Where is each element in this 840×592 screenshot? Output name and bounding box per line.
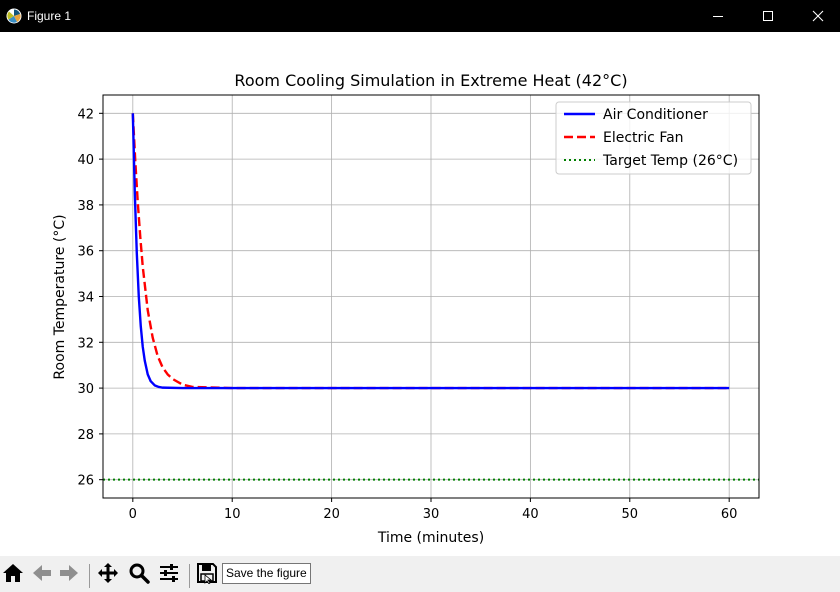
legend: Air Conditioner Electric Fan Target Temp… — [555, 101, 752, 175]
y-tick-label: 32 — [77, 336, 94, 351]
x-axis-label: Time (minutes) — [377, 530, 484, 546]
x-tick-label: 60 — [721, 507, 738, 522]
series-line-air-conditioner — [131, 113, 730, 390]
pan-button[interactable] — [97, 562, 119, 588]
zoom-button[interactable] — [128, 562, 150, 588]
matplotlib-logo-icon — [6, 8, 22, 24]
zoom-icon — [128, 562, 150, 588]
save-button[interactable] — [196, 562, 218, 588]
y-tick-label: 40 — [77, 153, 94, 168]
y-axis-ticks: 26 28 30 32 34 36 38 40 42 — [77, 107, 103, 489]
y-tick-label: 38 — [77, 199, 94, 214]
x-tick-label: 50 — [622, 507, 639, 522]
home-button[interactable] — [2, 564, 24, 586]
minimize-button[interactable] — [695, 0, 741, 32]
x-tick-label: 10 — [224, 507, 241, 522]
minimize-icon — [712, 7, 724, 26]
toolbar-separator — [89, 564, 90, 588]
y-tick-label: 42 — [77, 107, 94, 122]
forward-arrow-icon — [58, 562, 80, 588]
close-button[interactable] — [795, 0, 840, 32]
x-axis-ticks: 0 10 20 30 40 50 60 — [129, 498, 738, 522]
window-titlebar: Figure 1 — [0, 0, 840, 32]
x-tick-label: 30 — [423, 507, 440, 522]
y-tick-label: 28 — [77, 428, 94, 443]
figure-canvas[interactable]: Room Cooling Simulation in Extreme Heat … — [0, 32, 840, 556]
chart-title: Room Cooling Simulation in Extreme Heat … — [234, 71, 627, 90]
configure-subplots-icon — [158, 562, 180, 588]
back-arrow-icon — [31, 562, 53, 588]
x-tick-label: 20 — [323, 507, 340, 522]
legend-label-air-conditioner: Air Conditioner — [603, 107, 708, 123]
series-layer — [103, 113, 759, 481]
toolbar-separator — [189, 564, 190, 588]
legend-label-electric-fan: Electric Fan — [603, 130, 684, 146]
y-tick-label: 30 — [77, 382, 94, 397]
line-chart: Room Cooling Simulation in Extreme Heat … — [52, 71, 760, 546]
legend-box — [555, 101, 752, 175]
x-tick-label: 0 — [129, 507, 137, 522]
maximize-icon — [762, 7, 774, 26]
pan-icon — [97, 562, 119, 588]
x-tick-label: 40 — [522, 507, 539, 522]
back-button[interactable] — [31, 564, 53, 586]
y-axis-label: Room Temperature (°C) — [52, 214, 68, 379]
save-icon — [196, 562, 218, 588]
maximize-button[interactable] — [745, 0, 791, 32]
series-line-electric-fan — [131, 113, 730, 390]
home-icon — [2, 562, 24, 588]
y-tick-label: 34 — [77, 291, 94, 306]
configure-subplots-button[interactable] — [158, 564, 180, 586]
close-icon — [812, 7, 824, 26]
window-title: Figure 1 — [27, 9, 72, 23]
y-tick-label: 26 — [77, 474, 94, 489]
save-tooltip: Save the figure — [222, 563, 311, 584]
navigation-toolbar — [0, 556, 840, 592]
legend-label-target-temp: Target Temp (26°C) — [602, 153, 738, 169]
y-tick-label: 36 — [77, 245, 94, 260]
forward-button[interactable] — [58, 564, 80, 586]
